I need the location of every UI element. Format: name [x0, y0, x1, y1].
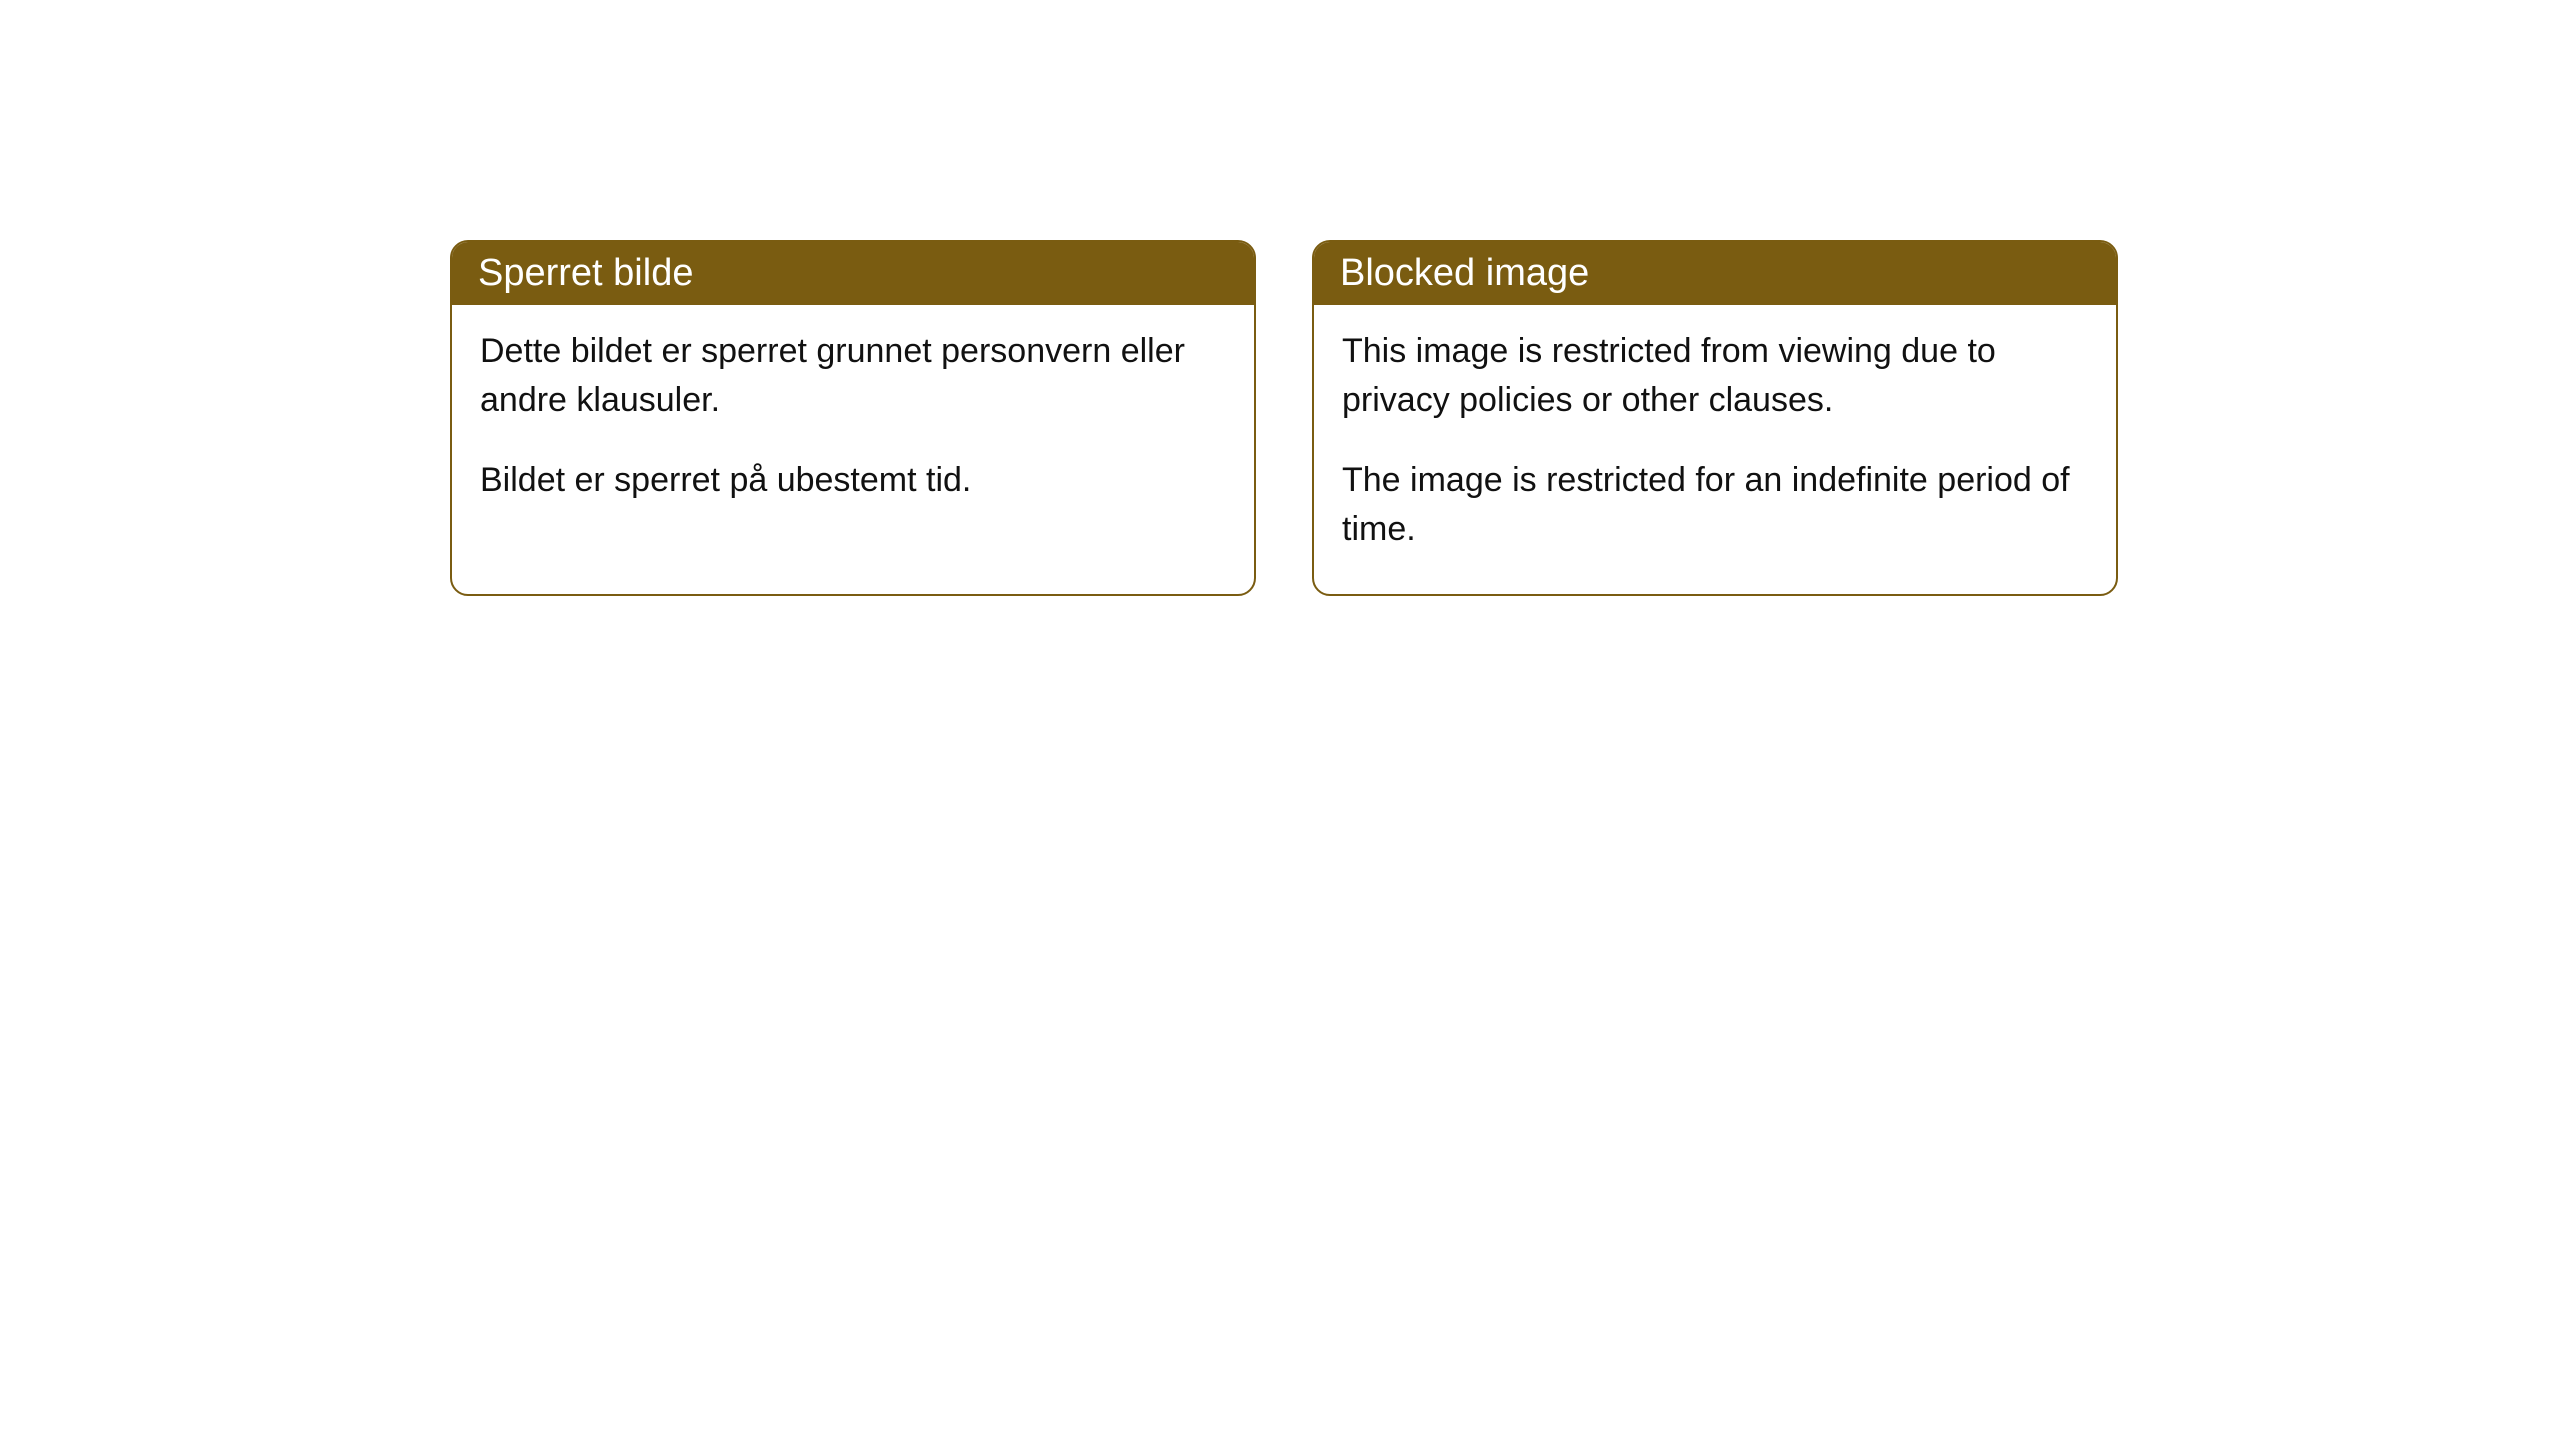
card-body: This image is restricted from viewing du… — [1314, 305, 2116, 594]
card-paragraph: The image is restricted for an indefinit… — [1342, 456, 2088, 555]
card-header: Blocked image — [1314, 242, 2116, 305]
card-body: Dette bildet er sperret grunnet personve… — [452, 305, 1254, 545]
card-title: Sperret bilde — [478, 252, 693, 294]
blocked-image-card-english: Blocked image This image is restricted f… — [1312, 240, 2118, 596]
card-paragraph: Dette bildet er sperret grunnet personve… — [480, 327, 1226, 426]
card-paragraph: Bildet er sperret på ubestemt tid. — [480, 456, 1226, 505]
card-paragraph: This image is restricted from viewing du… — [1342, 327, 2088, 426]
card-header: Sperret bilde — [452, 242, 1254, 305]
blocked-image-card-norwegian: Sperret bilde Dette bildet er sperret gr… — [450, 240, 1256, 596]
card-title: Blocked image — [1340, 252, 1589, 294]
notice-cards-container: Sperret bilde Dette bildet er sperret gr… — [450, 240, 2118, 596]
